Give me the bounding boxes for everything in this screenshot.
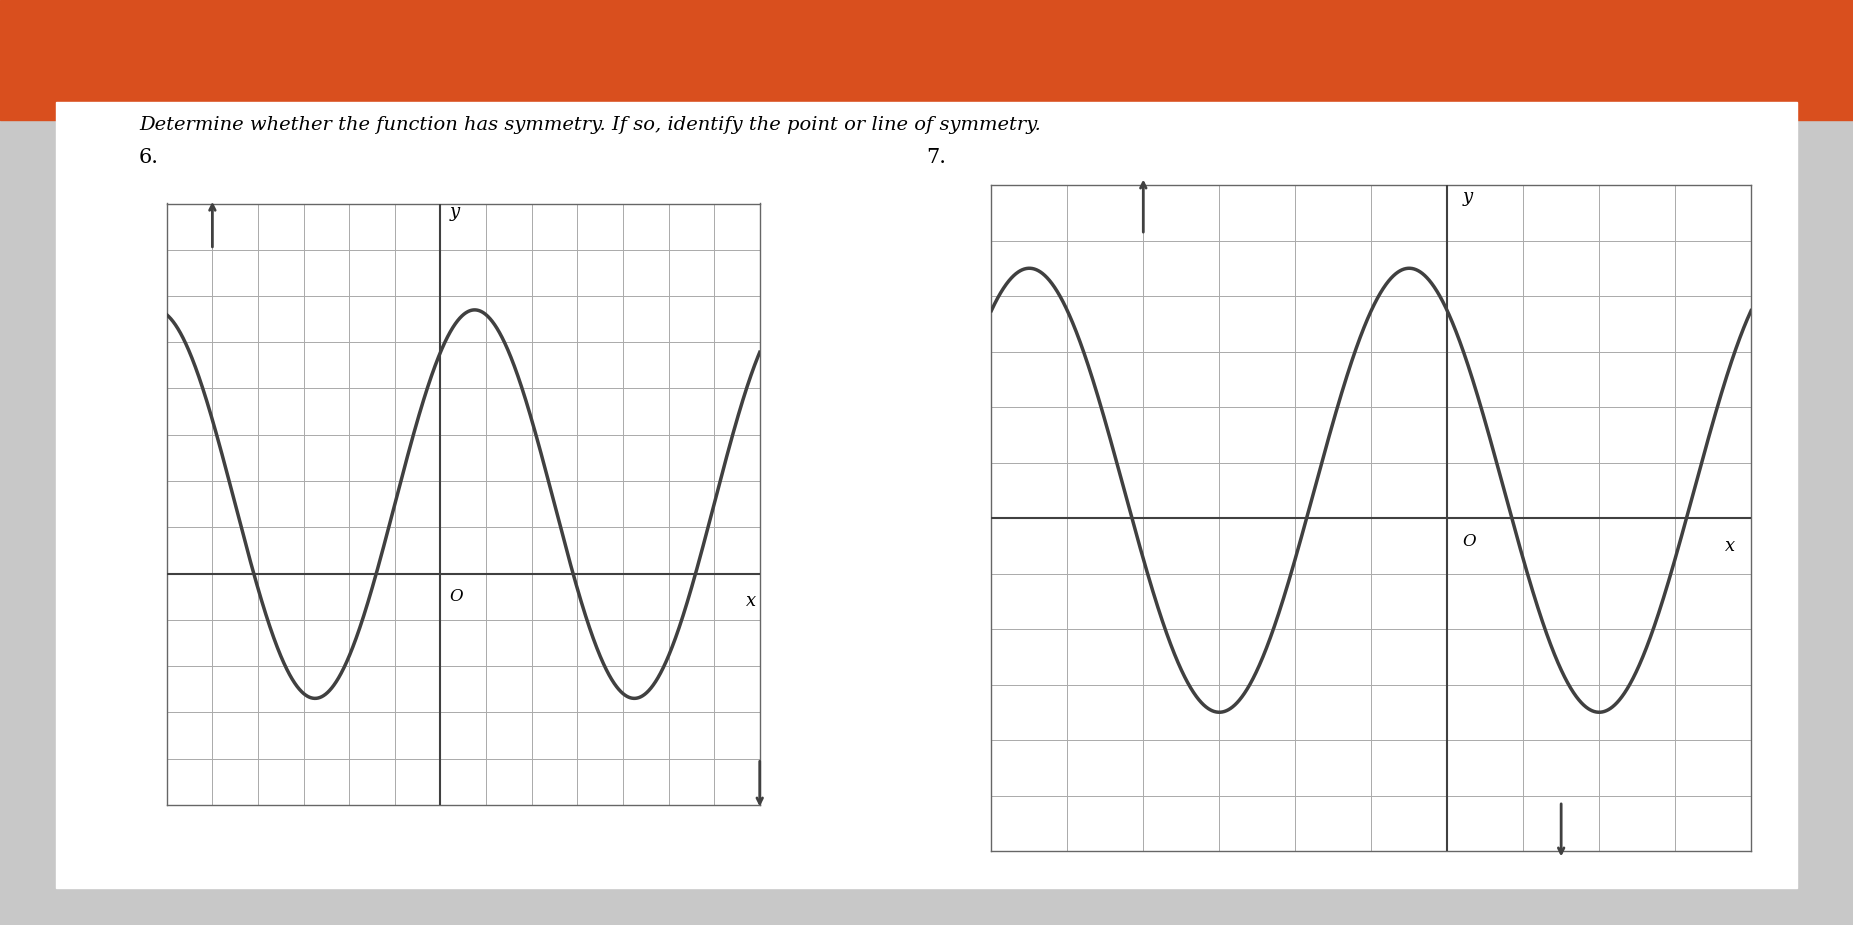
Bar — [56, 102, 1797, 888]
Text: y: y — [1462, 188, 1473, 205]
Text: y: y — [450, 204, 460, 221]
Text: 7.: 7. — [926, 148, 947, 167]
Text: O: O — [450, 588, 463, 605]
Text: Determine whether the function has symmetry. If so, identify the point or line o: Determine whether the function has symme… — [139, 116, 1041, 133]
Bar — [0, 0, 1853, 120]
Text: x: x — [1725, 537, 1734, 555]
Text: x: x — [747, 592, 756, 610]
Text: O: O — [1462, 533, 1477, 549]
Text: 6.: 6. — [139, 148, 159, 167]
